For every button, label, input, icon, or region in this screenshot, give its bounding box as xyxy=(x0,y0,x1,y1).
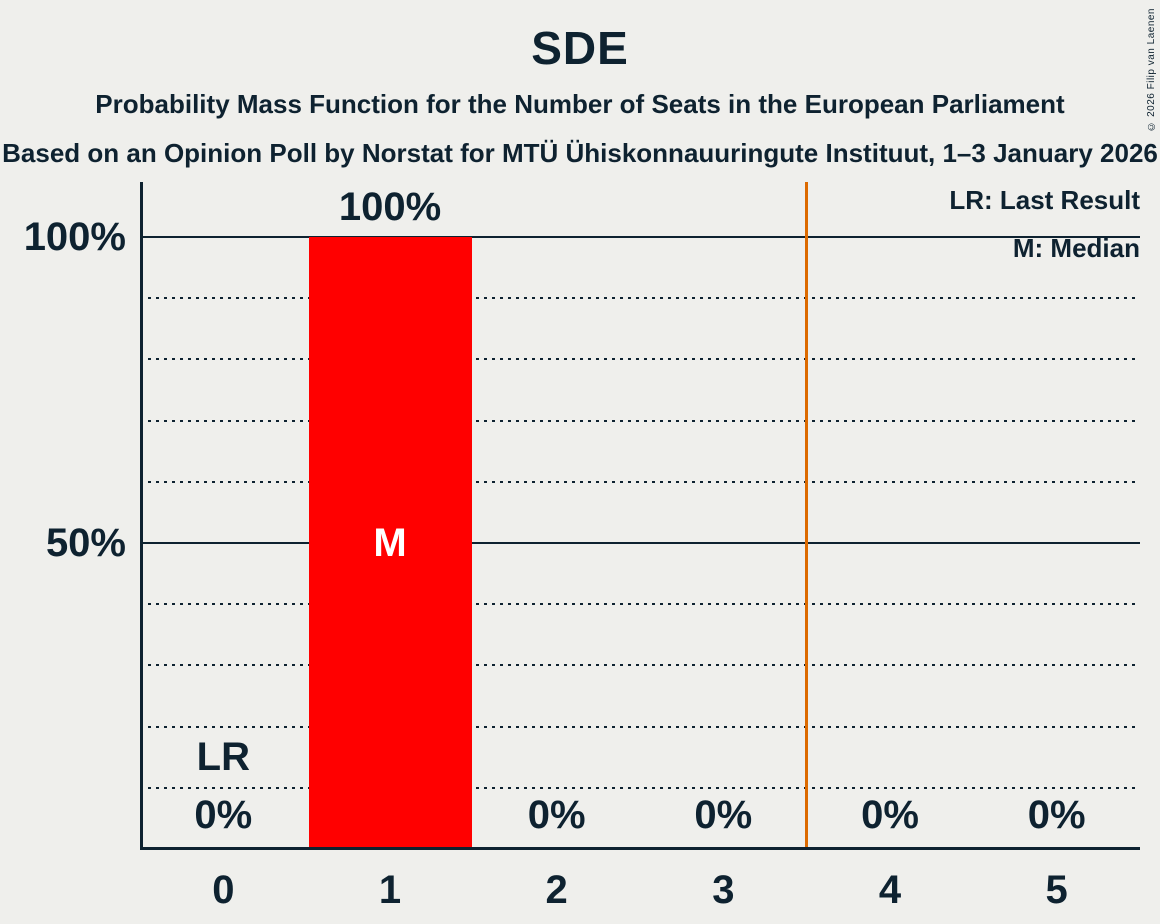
bar-value-label: 0% xyxy=(1027,793,1086,837)
gridline-dotted xyxy=(140,664,1140,667)
chart-title: SDE xyxy=(531,22,629,74)
bar-value-label: 0% xyxy=(861,793,919,837)
majority-threshold-line xyxy=(805,182,809,847)
legend-median: M: Median xyxy=(1012,233,1140,263)
bar-value-label: 0% xyxy=(527,793,586,837)
bar-value-label: 100% xyxy=(338,185,442,229)
gridline-dotted xyxy=(140,603,1140,606)
gridline-solid xyxy=(140,542,1140,544)
x-tick-label: 1 xyxy=(378,868,402,912)
gridline-dotted xyxy=(140,297,1140,300)
y-axis-line xyxy=(140,182,143,849)
bar xyxy=(308,237,472,849)
bar-value-label: 0% xyxy=(194,793,253,837)
gridline-dotted xyxy=(140,358,1140,361)
chart-subtitle: Probability Mass Function for the Number… xyxy=(95,89,1065,119)
copyright-notice: © 2026 Filip van Laenen xyxy=(1146,8,1157,132)
y-tick-label: 50% xyxy=(45,521,126,565)
x-tick-label: 0 xyxy=(212,868,235,912)
gridline-solid xyxy=(140,236,1140,238)
x-axis-line xyxy=(140,847,1140,850)
x-tick-label: 3 xyxy=(712,868,735,912)
bar-value-label: 0% xyxy=(694,793,753,837)
y-tick-label: 100% xyxy=(23,215,126,259)
gridline-dotted xyxy=(140,419,1140,422)
x-tick-label: 5 xyxy=(1045,868,1068,912)
plot-area: 0% 100% 0% 0% 0% 0% M LR xyxy=(140,182,1140,850)
last-result-marker: LR xyxy=(196,735,250,779)
gridline-dotted xyxy=(140,480,1140,483)
gridline-dotted xyxy=(140,725,1140,728)
x-tick-label: 2 xyxy=(545,868,568,912)
gridline-dotted xyxy=(140,786,1140,789)
x-tick-label: 4 xyxy=(878,868,902,912)
median-marker: M xyxy=(373,521,407,565)
legend-last-result: LR: Last Result xyxy=(949,185,1140,215)
chart-source-line: Based on an Opinion Poll by Norstat for … xyxy=(2,138,1158,168)
